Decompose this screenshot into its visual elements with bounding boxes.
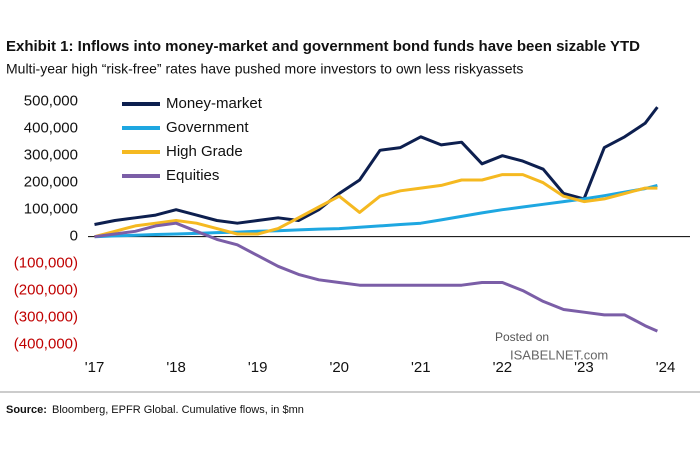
chart-title: Exhibit 1: Inflows into money-market and… (6, 38, 640, 55)
source: Bloomberg, EPFR Global. Cumulative flows… (52, 404, 304, 416)
line-series (94, 221, 659, 333)
y-tick-label: (200,000) (14, 282, 78, 299)
watermark: ISABELNET.com (510, 347, 608, 362)
y-tick-label: 400,000 (24, 120, 78, 137)
legend-label: Money-market (166, 95, 263, 112)
y-tick-label: (100,000) (14, 255, 78, 272)
x-tick-label: '20 (329, 359, 349, 376)
y-tick-label: (400,000) (14, 336, 78, 353)
x-tick-label: '22 (493, 359, 513, 376)
y-tick-label: 0 (70, 228, 78, 245)
line-series (94, 106, 659, 226)
chart-subtitle: Multi-year high “risk-free” rates have p… (6, 61, 523, 77)
x-tick-label: '24 (656, 359, 676, 376)
x-tick-label: '23 (574, 359, 594, 376)
legend-label: Equities (166, 167, 219, 184)
legend-label: Government (166, 119, 249, 136)
y-tick-label: 100,000 (24, 201, 78, 218)
y-tick-label: 200,000 (24, 174, 78, 191)
watermark: Posted on (495, 330, 549, 344)
source-label: Source: (6, 404, 47, 416)
x-tick-label: '17 (85, 359, 105, 376)
y-tick-label: (300,000) (14, 309, 78, 326)
line-series (94, 183, 658, 239)
x-tick-label: '18 (166, 359, 186, 376)
x-tick-label: '19 (248, 359, 268, 376)
legend-label: High Grade (166, 143, 243, 160)
line-series (94, 173, 658, 239)
x-tick-label: '21 (411, 359, 431, 376)
y-tick-label: 500,000 (24, 93, 78, 110)
y-tick-label: 300,000 (24, 147, 78, 164)
